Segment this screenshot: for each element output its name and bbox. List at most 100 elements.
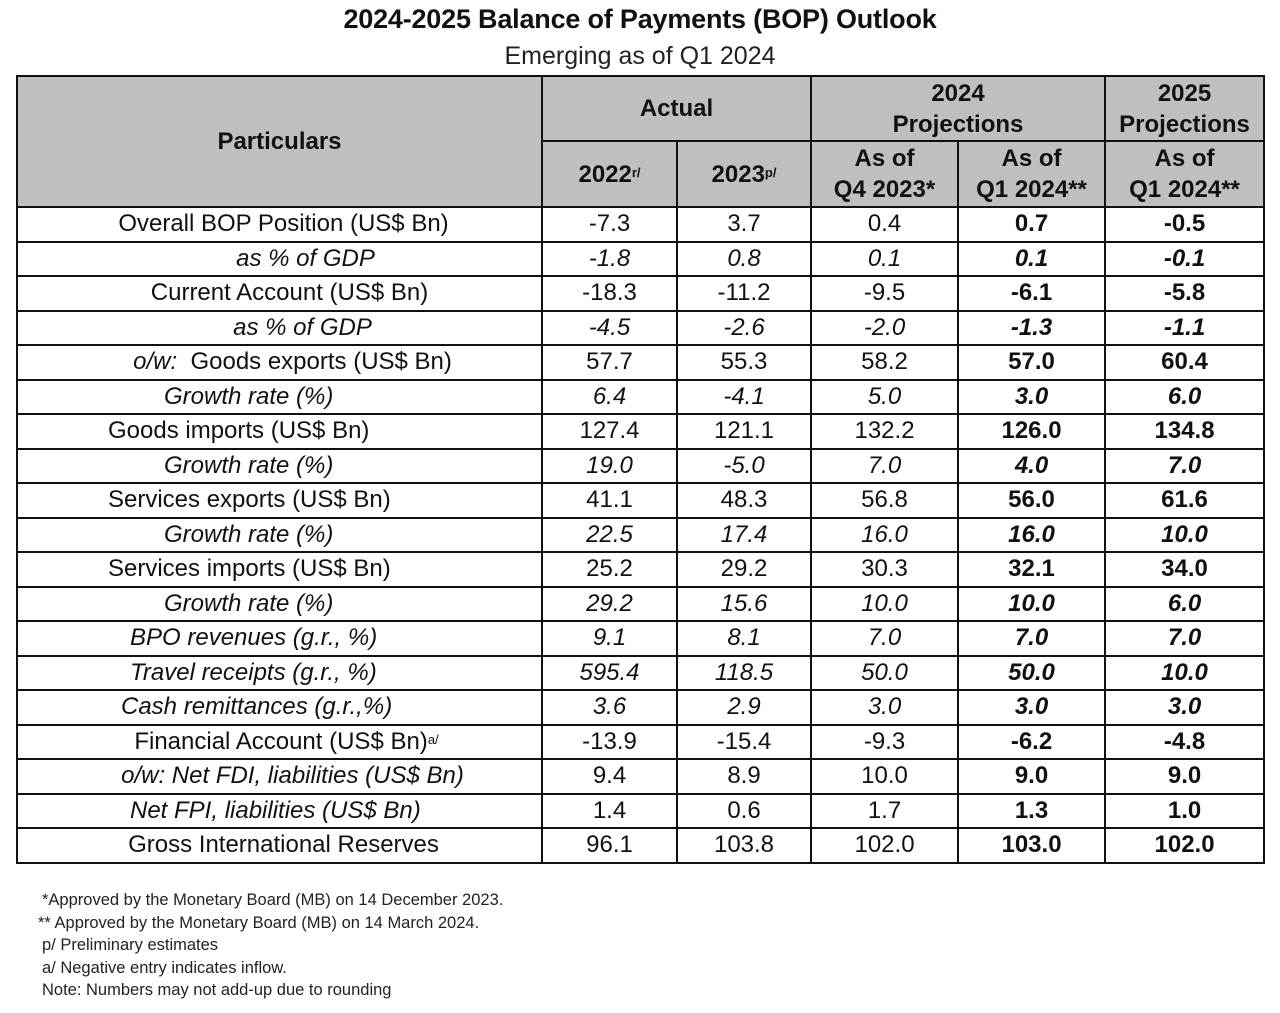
cell-q1-2024: 10.0 [957, 585, 1107, 622]
cell-v2023: 48.3 [675, 482, 813, 519]
header-actual: Actual [540, 75, 813, 142]
cell-q4-2023: 50.0 [810, 654, 960, 691]
cell-v2022: 595.4 [541, 654, 678, 691]
row-label-text: Goods exports (US$ Bn) [190, 348, 452, 376]
cell-v2023: -2.6 [675, 309, 813, 346]
cell-v2022: -13.9 [541, 723, 678, 760]
header-2022: 2022r/ [541, 140, 678, 208]
page-subtitle: Emerging as of Q1 2024 [504, 42, 776, 70]
table-row: Growth rate (%) 29.2 15.6 10.0 10.0 6.0 [16, 585, 1266, 622]
cell-q4-2023: 10.0 [810, 585, 960, 622]
cell-q1-2024: 7.0 [957, 620, 1107, 657]
cell-p2025: 6.0 [1104, 378, 1266, 415]
row-label-text: Net FPI, liabilities (US$ Bn) [130, 796, 421, 824]
row-label: as % of GDP [16, 309, 543, 346]
cell-q1-2024: 16.0 [957, 516, 1107, 553]
cell-q1-2024: 0.7 [957, 206, 1107, 243]
cell-v2023: 103.8 [675, 827, 813, 864]
cell-q4-2023: 58.2 [810, 344, 960, 381]
cell-p2025: 3.0 [1104, 689, 1266, 726]
cell-p2025: 34.0 [1104, 551, 1266, 588]
cell-q1-2024: -1.3 [957, 309, 1107, 346]
cell-q1-2024: 3.0 [957, 689, 1107, 726]
cell-q4-2023: 102.0 [810, 827, 960, 864]
cell-q4-2023: -2.0 [810, 309, 960, 346]
cell-v2023: 55.3 [675, 344, 813, 381]
row-label: Net FPI, liabilities (US$ Bn) [16, 792, 543, 829]
table-row: Gross International Reserves 96.1 103.8 102… [16, 827, 1266, 864]
header-q4-line2: Q4 2023* [833, 176, 936, 203]
row-label: Services imports (US$ Bn) [16, 551, 543, 588]
row-label-text: as % of GDP [233, 313, 372, 341]
header-2025-sub-line2: Q1 2024** [1129, 176, 1240, 203]
table-row: Overall BOP Position (US$ Bn) -7.3 3.7 0.4 0… [16, 206, 1266, 243]
row-label-text: Growth rate (%) [164, 520, 334, 548]
table-row: Services imports (US$ Bn) 25.2 29.2 30.3 32.… [16, 551, 1266, 588]
table-body: Overall BOP Position (US$ Bn) -7.3 3.7 0.4 0… [16, 206, 1266, 864]
cell-v2022: 9.4 [541, 758, 678, 795]
cell-q1-2024: 1.3 [957, 792, 1107, 829]
cell-p2025: -5.8 [1104, 275, 1266, 312]
header-q4-line1: As of [854, 145, 915, 172]
cell-v2023: 8.9 [675, 758, 813, 795]
table-row: Current Account (US$ Bn) -18.3 -11.2 -9.5 -6… [16, 275, 1266, 312]
table-row: as % of GDP -1.8 0.8 0.1 0.1 -0.1 [16, 240, 1266, 277]
cell-v2022: 19.0 [541, 447, 678, 484]
cell-q4-2023: 16.0 [810, 516, 960, 553]
table-row: o/w: Goods exports (US$ Bn) 57.7 55.3 58.2 5… [16, 344, 1266, 381]
cell-q4-2023: -9.3 [810, 723, 960, 760]
table-row: Goods imports (US$ Bn) 127.4 121.1 132.2 126… [16, 413, 1266, 450]
cell-v2023: -5.0 [675, 447, 813, 484]
cell-v2023: 15.6 [675, 585, 813, 622]
cell-v2023: 2.9 [675, 689, 813, 726]
cell-q1-2024: 103.0 [957, 827, 1107, 864]
cell-p2025: 61.6 [1104, 482, 1266, 519]
cell-q4-2023: 0.4 [810, 206, 960, 243]
header-2024-line1: 2024 [931, 79, 985, 107]
row-label-text: Growth rate (%) [164, 451, 334, 479]
cell-p2025: 60.4 [1104, 344, 1266, 381]
row-label: Cash remittances (g.r.,%) [16, 689, 543, 726]
cell-q4-2023: 1.7 [810, 792, 960, 829]
cell-p2025: 134.8 [1104, 413, 1266, 450]
cell-v2022: 57.7 [541, 344, 678, 381]
row-label: Growth rate (%) [16, 585, 543, 622]
row-label-text: Cash remittances (g.r.,%) [121, 693, 393, 721]
header-2023-sup: p/ [764, 164, 777, 180]
row-label-text: Services imports (US$ Bn) [108, 555, 391, 583]
header-2024-line2: Projections [892, 110, 1024, 138]
header-2025-q1-2024: As of Q1 2024** [1104, 140, 1266, 208]
row-label-text: Goods imports (US$ Bn) [108, 417, 370, 445]
cell-v2023: 0.6 [675, 792, 813, 829]
row-label: as % of GDP [16, 240, 543, 277]
table-row: Financial Account (US$ Bn)a/-13.9 -15.4 -9… [16, 723, 1266, 760]
cell-p2025: 9.0 [1104, 758, 1266, 795]
header-2022-sup: r/ [631, 164, 641, 180]
cell-v2023: 0.8 [675, 240, 813, 277]
cell-q4-2023: 56.8 [810, 482, 960, 519]
cell-p2025: 6.0 [1104, 585, 1266, 622]
row-label: Financial Account (US$ Bn)a/ [16, 723, 543, 760]
table-row: Net FPI, liabilities (US$ Bn) 1.4 0.6 1.7 1.… [16, 792, 1266, 829]
header-q1-line2: Q1 2024** [976, 176, 1087, 203]
cell-q4-2023: 5.0 [810, 378, 960, 415]
row-label-text: Overall BOP Position (US$ Bn) [118, 210, 449, 238]
cell-q1-2024: 32.1 [957, 551, 1107, 588]
header-2025-line2: Projections [1119, 110, 1250, 138]
table-row: BPO revenues (g.r., %) 9.1 8.1 7.0 7.0 7.0 [16, 620, 1266, 657]
cell-v2023: 17.4 [675, 516, 813, 553]
table-row: Growth rate (%) 6.4 -4.1 5.0 3.0 6.0 [16, 378, 1266, 415]
cell-p2025: -0.5 [1104, 206, 1266, 243]
row-label: o/w: Net FDI, liabilities (US$ Bn) [16, 758, 543, 795]
cell-p2025: -1.1 [1104, 309, 1266, 346]
row-label-sup: a/ [427, 731, 439, 747]
table-row: Cash remittances (g.r.,%) 3.6 2.9 3.0 3.0 3.0 [16, 689, 1266, 726]
row-label-text: o/w: Net FDI, liabilities (US$ Bn) [121, 762, 464, 790]
row-label-text: Travel receipts (g.r., %) [130, 658, 377, 686]
cell-v2023: 29.2 [675, 551, 813, 588]
cell-v2022: 25.2 [541, 551, 678, 588]
cell-p2025: 7.0 [1104, 447, 1266, 484]
cell-q4-2023: 10.0 [810, 758, 960, 795]
cell-v2022: 22.5 [541, 516, 678, 553]
row-label-text: BPO revenues (g.r., %) [130, 624, 378, 652]
